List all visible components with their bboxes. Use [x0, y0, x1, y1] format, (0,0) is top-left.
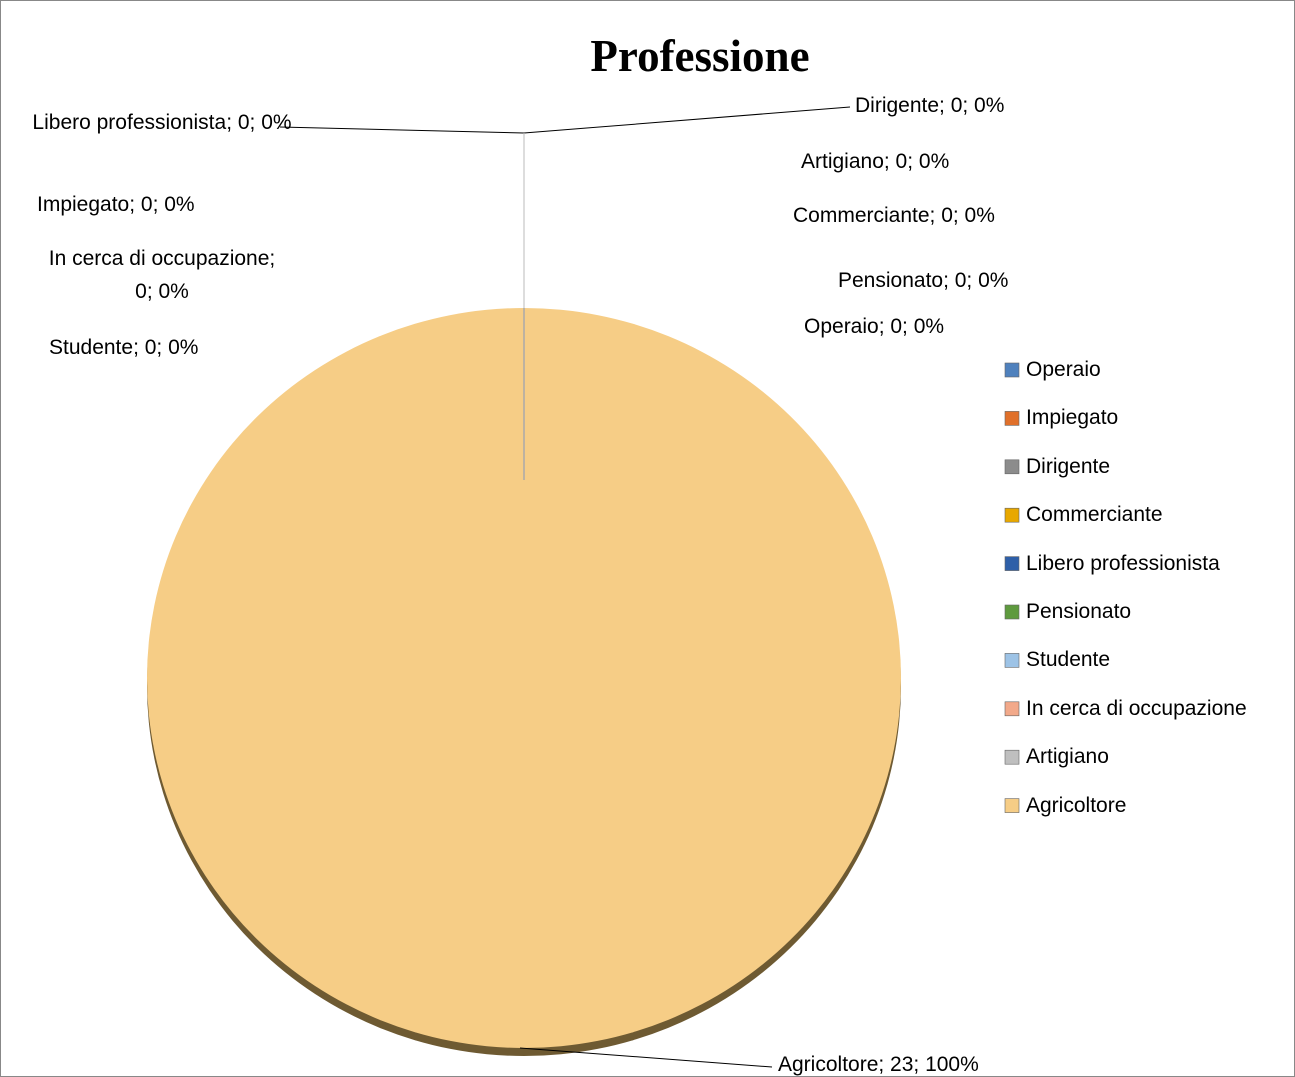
data-label: Libero professionista; 0; 0%	[32, 111, 292, 134]
legend-label: Commerciante	[1026, 503, 1163, 527]
data-label: Agricoltore; 23; 100%	[778, 1053, 979, 1076]
data-label: Commerciante; 0; 0%	[793, 204, 995, 227]
legend-swatch	[1004, 556, 1020, 571]
data-label: Pensionato; 0; 0%	[838, 269, 1009, 292]
legend-swatch	[1004, 411, 1020, 426]
legend-swatch	[1004, 701, 1020, 717]
legend-label: Pensionato	[1026, 600, 1132, 623]
leader-line	[279, 106, 851, 134]
legend-swatch	[1004, 507, 1020, 523]
legend-label: Agricoltore	[1026, 793, 1127, 817]
data-label: Operaio; 0; 0%	[804, 315, 945, 338]
legend-label: Studente	[1026, 648, 1111, 672]
legend-swatch	[1004, 459, 1020, 475]
legend-label: Artigiano	[1026, 745, 1109, 769]
legend-label: Impiegato	[1026, 406, 1119, 430]
chart-title: Professione	[590, 31, 810, 81]
legend-label: Operaio	[1026, 358, 1101, 381]
legend-swatch	[1004, 362, 1020, 378]
legend-label: Libero professionista	[1026, 551, 1220, 575]
legend-swatch	[1004, 653, 1020, 668]
legend-swatch	[1004, 604, 1020, 620]
data-label: Studente; 0; 0%	[49, 336, 199, 359]
legend-swatch	[1004, 798, 1020, 813]
leader-line	[519, 1047, 773, 1068]
legend-label: In cerca di occupazione	[1026, 696, 1247, 720]
data-label: Artigiano; 0; 0%	[801, 150, 950, 173]
legend-swatch	[1004, 749, 1020, 765]
legend-label: Dirigente	[1026, 454, 1111, 478]
data-label: Impiegato; 0; 0%	[37, 193, 195, 216]
pie-slice	[147, 308, 901, 1048]
data-label: Dirigente; 0; 0%	[855, 94, 1005, 117]
data-label: In cerca di occupazione; 0; 0%	[48, 247, 276, 303]
